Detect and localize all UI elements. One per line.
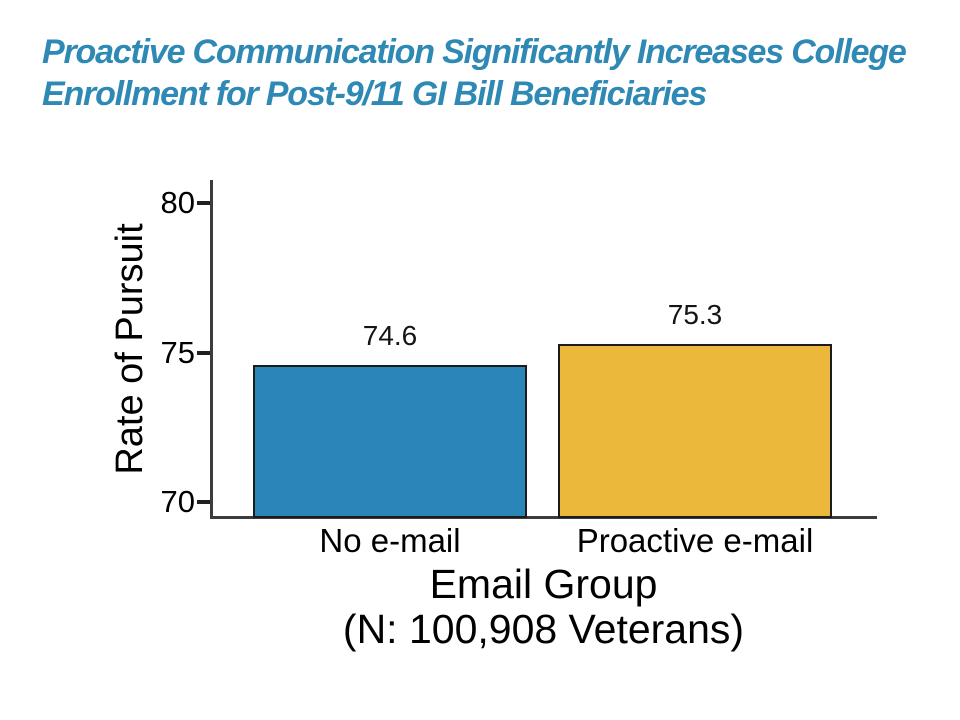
x-axis-title-line1: Email Group xyxy=(429,561,658,607)
headline-line2: Enrollment for Post-9/11 GI Bill Benefic… xyxy=(42,75,707,113)
bar-proactive-email xyxy=(558,343,832,518)
tick-mark xyxy=(197,201,212,206)
y-tick-75: 75 xyxy=(118,335,212,371)
tick-mark xyxy=(197,500,212,505)
value-label-no-email: 74.6 xyxy=(362,319,418,351)
y-tick-80: 80 xyxy=(118,185,212,221)
y-axis-line xyxy=(210,180,213,519)
y-tick-70: 70 xyxy=(118,484,212,520)
x-axis-line xyxy=(210,516,877,519)
chart-headline: Proactive Communication Significantly In… xyxy=(42,31,942,115)
tick-mark xyxy=(197,350,212,355)
x-axis-title-line2: (N: 100,908 Veterans) xyxy=(342,606,745,652)
y-tick-label: 70 xyxy=(160,484,195,520)
headline-line1: Proactive Communication Significantly In… xyxy=(42,33,907,71)
y-tick-label: 75 xyxy=(160,334,195,370)
x-tick-label-no-email: No e-mail xyxy=(319,522,461,559)
y-tick-label: 80 xyxy=(160,185,195,221)
value-label-proactive-email: 75.3 xyxy=(667,298,723,330)
x-axis-title: Email Group (N: 100,908 Veterans) xyxy=(210,562,877,652)
bar-no-email xyxy=(253,364,527,518)
x-tick-label-proactive-email: Proactive e-mail xyxy=(576,522,814,559)
